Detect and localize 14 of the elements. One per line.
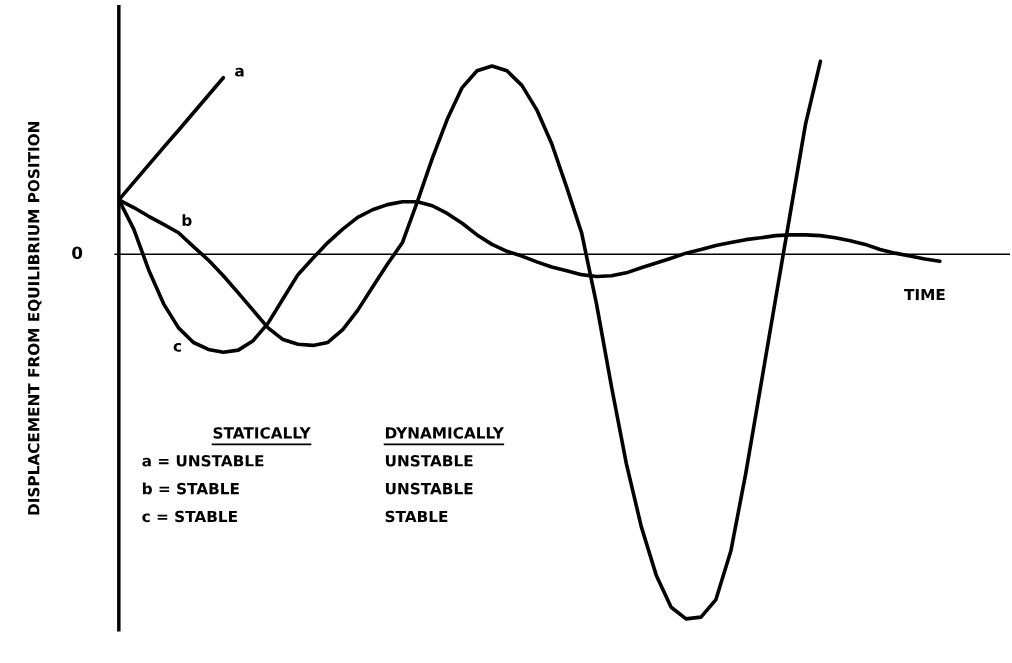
x-axis-title: TIME: [904, 288, 945, 301]
series-label: c: [173, 343, 182, 352]
series-label: b: [182, 214, 192, 227]
annotation: DYNAMICALLY: [385, 427, 505, 439]
annotation: STATICALLY: [213, 427, 311, 439]
annotation: a = UNSTABLE: [142, 454, 264, 467]
series-label: a: [235, 67, 244, 77]
text: 0: [72, 246, 83, 260]
annotation: UNSTABLE: [385, 454, 473, 467]
y-axis-title: DISPLACEMENT FROM EQUILIBRIUM POSITION: [27, 121, 42, 515]
annotation: UNSTABLE: [385, 482, 473, 495]
annotation: c = STABLE: [142, 510, 237, 523]
annotation: b = STABLE: [142, 482, 239, 495]
annotation: STABLE: [385, 510, 448, 523]
